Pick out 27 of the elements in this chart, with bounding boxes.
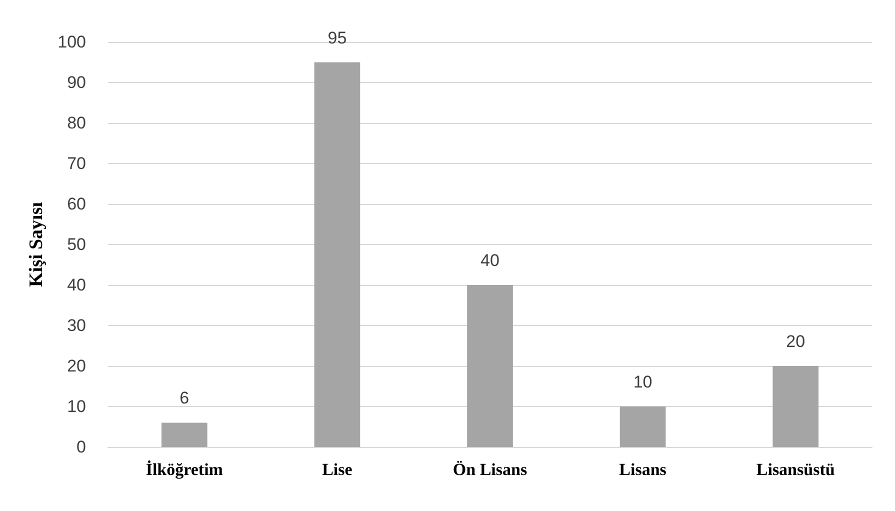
x-tick-label: Ön Lisans [452,460,528,479]
data-label: 6 [180,388,190,408]
bar [772,366,819,447]
y-tick-label: 90 [67,73,86,92]
data-label: 95 [328,28,347,48]
bar [467,285,513,447]
x-tick-label: İlköğretim [146,460,223,479]
y-tick-label: 80 [67,114,86,132]
bar [620,406,666,447]
y-tick-label: 100 [58,32,86,52]
x-tick-label: Lisans [619,460,667,479]
y-tick-label: 0 [76,438,86,456]
data-label: 10 [633,372,652,392]
x-tick-label: Lisansüstü [756,460,835,479]
y-tick-label: 50 [67,235,86,254]
y-axis-title: Kişi Sayısı [26,202,47,287]
y-tick-label: 10 [67,397,86,416]
y-tick-label: 60 [67,194,86,214]
bar [161,422,208,447]
y-tick-label: 40 [67,276,86,294]
y-tick-label: 70 [67,154,86,173]
data-label: 20 [786,332,806,351]
bar [314,62,360,447]
x-tick-label: Lise [322,460,353,479]
data-label: 40 [480,251,500,270]
y-tick-label: 30 [67,316,86,335]
y-tick-label: 20 [67,356,86,376]
